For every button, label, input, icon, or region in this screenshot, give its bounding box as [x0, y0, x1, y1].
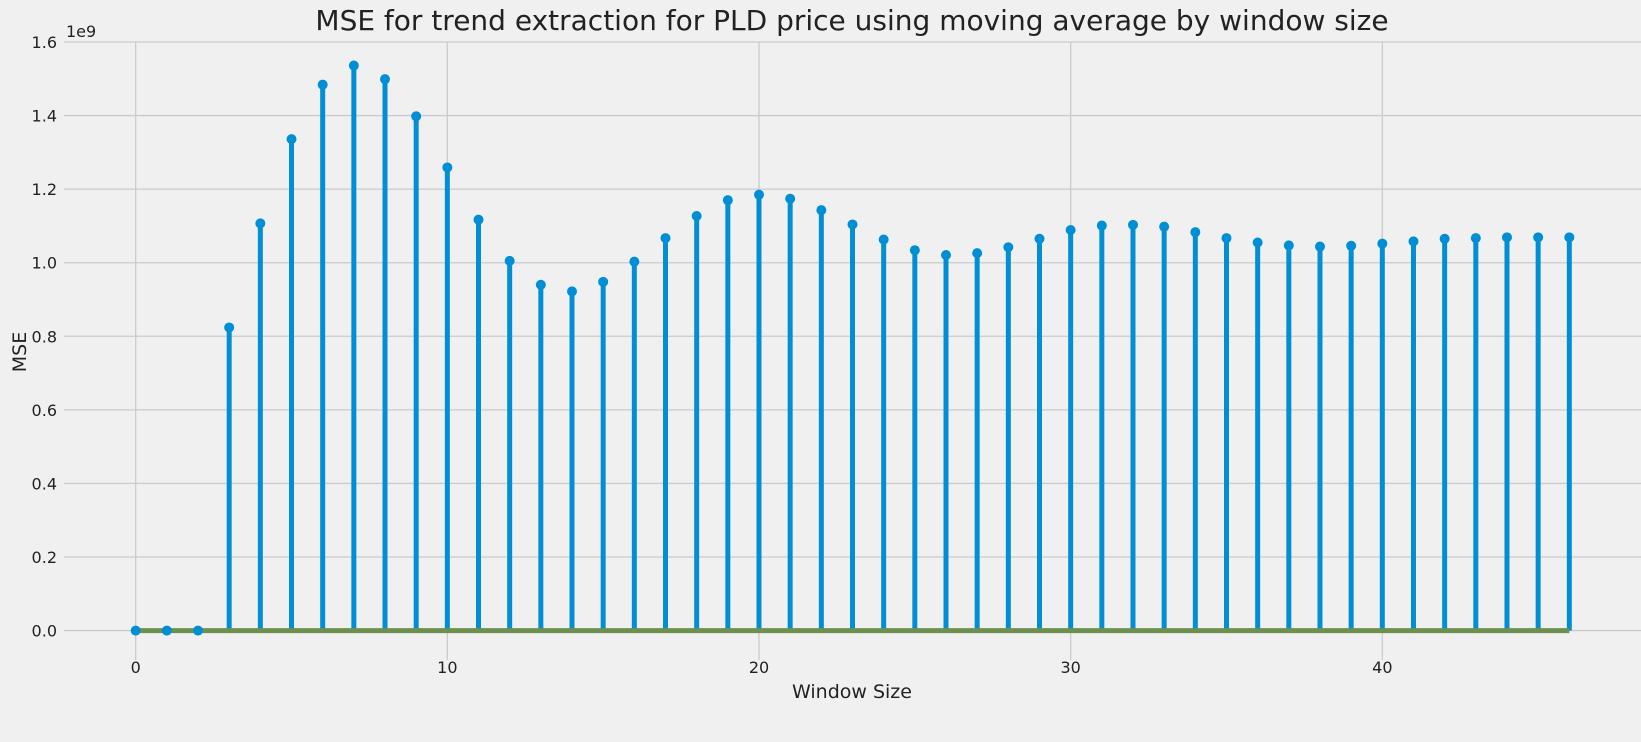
y-tick-labels: 0.0 0.2 0.4 0.6 0.8 1.0 1.2 1.4 1.6 — [32, 33, 57, 641]
stem-marker — [442, 162, 453, 173]
stem-marker — [1408, 236, 1419, 247]
stem-marker — [1314, 241, 1325, 252]
stem-marker — [1439, 233, 1450, 244]
y-tick-label: 0.0 — [32, 622, 57, 641]
x-tick-label: 30 — [1060, 658, 1080, 677]
stem-marker — [161, 625, 172, 636]
stem-marker — [286, 134, 297, 145]
stem-marker — [317, 79, 328, 90]
stem-marker — [660, 233, 671, 244]
stem-marker — [255, 218, 266, 229]
stem-marker — [1470, 233, 1481, 244]
stem-marker — [380, 74, 391, 85]
stem-marker — [878, 234, 889, 245]
stem-marker — [754, 189, 765, 200]
stem-marker — [1283, 240, 1294, 251]
y-offset-label: 1e9 — [66, 22, 96, 41]
stem-marker — [1190, 227, 1201, 238]
stem-marker — [193, 625, 204, 636]
stem-marker — [1065, 224, 1076, 235]
y-tick-label: 1.0 — [32, 254, 57, 273]
x-axis-label: Window Size — [792, 681, 912, 703]
x-tick-label: 20 — [749, 658, 769, 677]
y-tick-label: 1.2 — [32, 180, 57, 199]
stem-marker — [224, 322, 235, 333]
stem-marker — [1377, 238, 1388, 249]
stem-marker — [567, 286, 578, 297]
stem-marker — [1096, 220, 1107, 231]
stem-marker — [972, 248, 983, 259]
stem-marker — [130, 625, 141, 636]
stem-marker — [785, 193, 796, 204]
stem-marker — [598, 276, 609, 287]
stem-marker — [1346, 240, 1357, 251]
y-tick-label: 0.4 — [32, 474, 57, 493]
chart-title: MSE for trend extraction for PLD price u… — [315, 4, 1388, 37]
x-tick-label: 40 — [1372, 658, 1392, 677]
y-tick-label: 0.8 — [32, 327, 57, 346]
stem-marker — [909, 245, 920, 256]
stem-marker — [1003, 242, 1014, 253]
stem-marker — [348, 60, 359, 71]
y-tick-label: 0.6 — [32, 401, 57, 420]
stem-marker — [411, 111, 422, 122]
stem-marker — [629, 256, 640, 267]
stem-markers — [130, 60, 1575, 636]
stem-marker — [535, 279, 546, 290]
stem-marker — [1034, 233, 1045, 244]
stem-marker — [1501, 232, 1512, 243]
stem-series — [226, 65, 1572, 631]
stem-marker — [847, 219, 858, 230]
x-tick-label: 0 — [131, 658, 141, 677]
y-tick-label: 1.6 — [32, 33, 57, 52]
stem-marker — [1221, 233, 1232, 244]
y-tick-label: 0.2 — [32, 548, 57, 567]
stem-marker — [1533, 232, 1544, 243]
stem-marker — [473, 214, 484, 225]
stem-marker — [1127, 219, 1138, 230]
x-tick-labels: 0 10 20 30 40 — [131, 658, 1393, 677]
y-tick-label: 1.4 — [32, 107, 57, 126]
x-tick-label: 10 — [437, 658, 457, 677]
stem-marker — [1159, 221, 1170, 232]
stem-marker — [1252, 237, 1263, 248]
stem-marker — [722, 195, 733, 206]
stem-marker — [1564, 232, 1575, 243]
stem-marker — [816, 205, 827, 216]
stem-marker — [940, 249, 951, 260]
y-axis-label: MSE — [9, 332, 31, 372]
stem-marker — [691, 210, 702, 221]
stem-marker — [504, 255, 515, 266]
